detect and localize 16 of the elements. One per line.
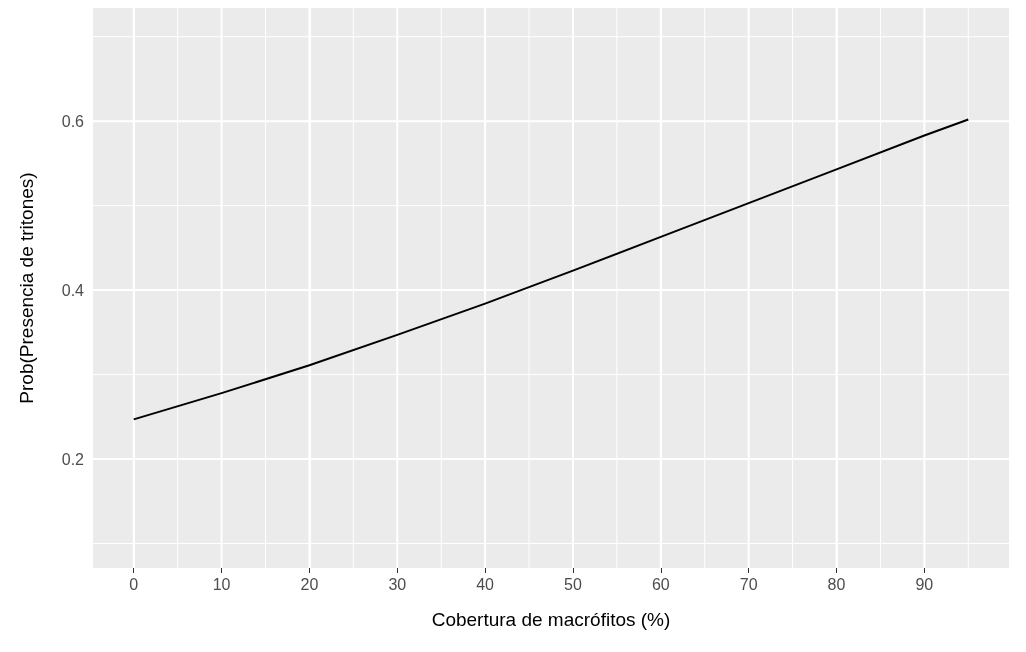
- x-axis-title: Cobertura de macrófitos (%): [431, 609, 671, 630]
- x-tick-label: 40: [476, 575, 495, 593]
- y-tick-label: 0.2: [61, 450, 85, 468]
- x-tick-label: 10: [212, 575, 231, 593]
- y-tick-label: 0.6: [61, 112, 85, 130]
- x-tick-label: 0: [129, 575, 139, 593]
- y-tick-label: 0.4: [61, 281, 85, 299]
- x-tick-label: 30: [388, 575, 407, 593]
- x-tick-label: 20: [300, 575, 319, 593]
- line-series: [132, 118, 970, 421]
- y-axis-title: Prob(Presencia de tritones): [16, 172, 37, 404]
- x-tick-label: 50: [564, 575, 582, 593]
- x-tick-label: 80: [827, 575, 846, 593]
- x-tick-label: 60: [651, 575, 670, 593]
- x-tick-label: 70: [739, 575, 758, 593]
- x-tick-label: 90: [915, 575, 934, 593]
